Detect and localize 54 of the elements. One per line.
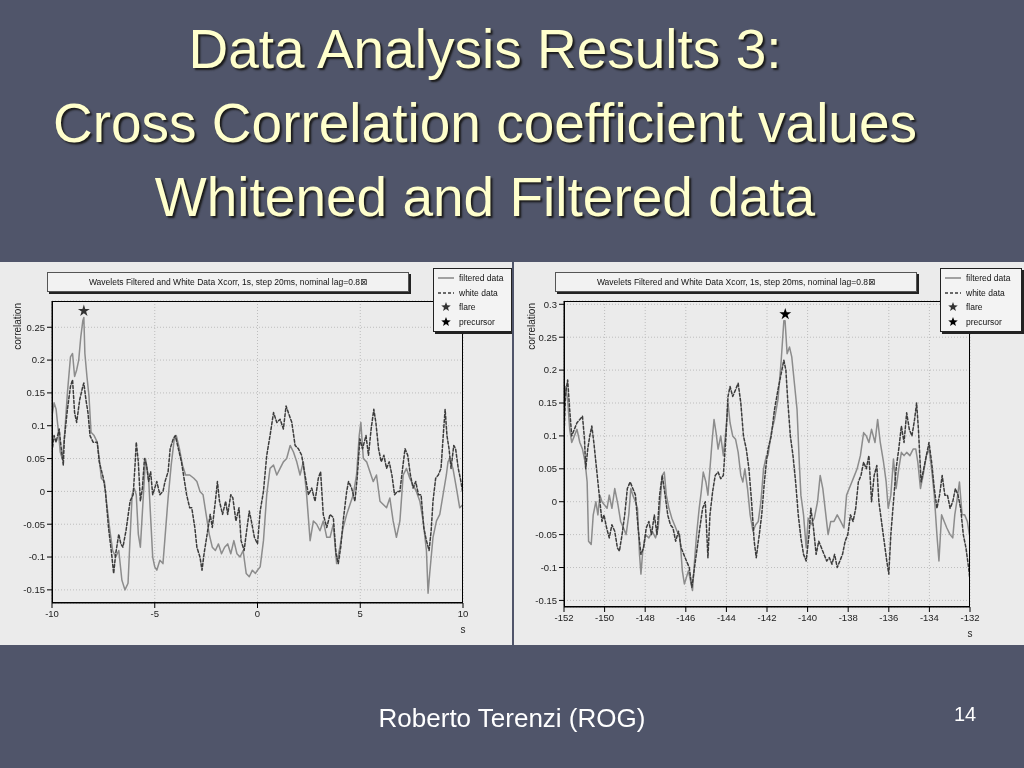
legend-label: white data [459, 287, 498, 298]
x-tick-label: -150 [595, 611, 615, 623]
x-tick-label: 5 [357, 607, 363, 619]
y-tick-label: 0.25 [538, 331, 557, 343]
legend-label: flare [966, 302, 983, 313]
y-tick-label: 0 [39, 485, 45, 497]
y-tick-label: 0.15 [26, 387, 45, 399]
y-tick-label: 0 [551, 496, 557, 508]
legend-label: precursor [459, 316, 495, 327]
text: Roberto Terenzi (ROG) [378, 703, 646, 733]
x-tick-label: -132 [960, 611, 980, 623]
x-tick-label: -134 [919, 611, 939, 623]
legend-label: white data [966, 287, 1005, 298]
x-tick-label: -5 [150, 607, 159, 619]
x-tick-label: -148 [635, 611, 655, 623]
line-series [52, 379, 463, 575]
y-tick-label: 0.25 [26, 321, 45, 333]
chart-title: Data Analysis Results 3: Cross Correlation coefficient values Whitened and Filtered data [51, 17, 919, 230]
x-tick-label: -10 [45, 607, 59, 619]
chart-subtitle: Wavelets Filtered and White Data Xcorr, 1s, step 20ms, nominal lag=0.8⊠ [47, 272, 409, 292]
legend-label: filtered data [459, 273, 504, 284]
y-tick-label: 0.1 [31, 420, 45, 432]
y-tick-label: 0.15 [538, 397, 557, 409]
y-axis-title: correlation [526, 303, 537, 350]
legend-label: precursor [966, 316, 1002, 327]
chart-subtitle: Wavelets Filtered and White Data Xcorr, 1s, step 20ms, nominal lag=0.8⊠ [555, 272, 917, 292]
x-tick-label: -142 [757, 611, 777, 623]
y-tick-label: -0.05 [23, 518, 45, 530]
x-axis-title: s [967, 628, 973, 639]
y-tick-label: -0.05 [535, 528, 557, 540]
y-tick-label: 0.3 [543, 298, 557, 310]
x-tick-label: -152 [554, 611, 574, 623]
y-tick-label: -0.15 [23, 584, 45, 596]
x-tick-label: -146 [676, 611, 696, 623]
legend-label: filtered data [966, 273, 1011, 284]
x-tick-label: 10 [457, 607, 469, 619]
x-tick-label: -140 [798, 611, 818, 623]
x-tick-label: -144 [716, 611, 736, 623]
y-tick-label: -0.1 [540, 561, 557, 573]
y-tick-label: 0.05 [26, 452, 45, 464]
y-tick-label: 0.2 [543, 364, 557, 376]
y-tick-label: 0.2 [31, 354, 45, 366]
y-axis-title: correlation [12, 303, 23, 350]
y-tick-label: 0.05 [538, 463, 557, 475]
x-axis-title: s [460, 624, 466, 635]
y-tick-label: -0.15 [535, 594, 557, 606]
legend-label: flare [459, 302, 476, 313]
x-tick-label: -136 [879, 611, 899, 623]
text: 14 [952, 703, 978, 726]
x-tick-label: -138 [838, 611, 858, 623]
line-series [564, 359, 970, 589]
x-tick-label: 0 [254, 607, 261, 619]
y-tick-label: 0.1 [543, 430, 557, 442]
y-tick-label: -0.1 [28, 551, 45, 563]
